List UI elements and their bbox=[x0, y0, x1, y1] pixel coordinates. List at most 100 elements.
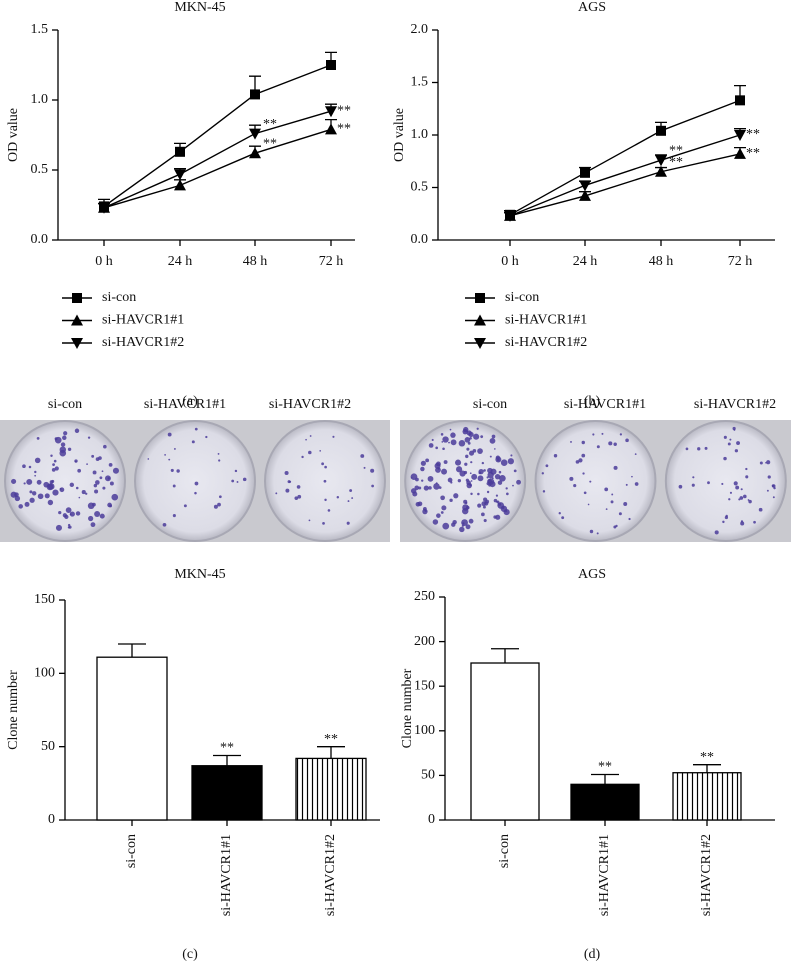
x-tick-label: si-HAVCR1#1 bbox=[219, 834, 234, 916]
colony bbox=[773, 486, 776, 490]
x-tick-label: 48 h bbox=[649, 254, 674, 269]
colony bbox=[425, 458, 430, 463]
colony bbox=[437, 467, 440, 470]
bar bbox=[570, 783, 640, 821]
colony bbox=[43, 481, 50, 488]
colony bbox=[463, 426, 469, 433]
colony bbox=[483, 518, 487, 523]
colony bbox=[22, 464, 26, 469]
colony bbox=[67, 447, 72, 452]
colony bbox=[78, 496, 81, 499]
colony bbox=[442, 522, 450, 530]
colony bbox=[759, 461, 763, 465]
colony bbox=[75, 511, 81, 516]
colony bbox=[506, 492, 509, 496]
significance-label: ** bbox=[263, 117, 277, 132]
colony bbox=[301, 455, 304, 459]
colony bbox=[561, 516, 565, 520]
colony bbox=[34, 474, 37, 477]
y-tick-label: 1.5 bbox=[31, 22, 49, 37]
colony bbox=[53, 459, 57, 463]
colony bbox=[438, 486, 442, 489]
colony bbox=[465, 524, 471, 530]
colony bbox=[507, 458, 514, 465]
culture-dish bbox=[4, 420, 126, 542]
legend-marker bbox=[71, 314, 83, 326]
colony bbox=[371, 484, 374, 488]
y-tick-label: 0 bbox=[48, 812, 55, 827]
colony bbox=[109, 481, 114, 486]
colony bbox=[31, 491, 37, 496]
colony bbox=[503, 509, 510, 516]
colony bbox=[323, 479, 327, 483]
series-line bbox=[103, 64, 332, 207]
colony bbox=[441, 441, 444, 443]
photo-label: si-con bbox=[48, 397, 82, 412]
colony bbox=[23, 482, 26, 485]
colony bbox=[428, 443, 434, 448]
colony bbox=[634, 453, 637, 456]
error-bar bbox=[213, 754, 241, 766]
colony bbox=[29, 490, 33, 494]
colony bbox=[482, 505, 486, 509]
colony bbox=[516, 479, 521, 485]
colony bbox=[631, 475, 633, 478]
colony bbox=[162, 522, 167, 527]
colony bbox=[442, 436, 449, 443]
colony bbox=[34, 457, 41, 464]
colony bbox=[462, 507, 469, 515]
colony bbox=[92, 470, 97, 475]
colony bbox=[464, 437, 471, 443]
colony bbox=[470, 461, 473, 464]
colony bbox=[452, 519, 457, 525]
colony bbox=[447, 477, 453, 483]
colony bbox=[85, 492, 88, 495]
colony bbox=[332, 435, 335, 438]
chart-title: MKN-45 bbox=[174, 567, 225, 582]
colony bbox=[321, 462, 325, 466]
colony bbox=[191, 440, 195, 444]
colony bbox=[327, 509, 331, 512]
colony bbox=[553, 454, 558, 458]
colony bbox=[495, 514, 501, 520]
data-point bbox=[656, 125, 666, 136]
colony bbox=[736, 441, 741, 445]
colony bbox=[69, 513, 72, 516]
y-tick-label: 2.0 bbox=[411, 22, 429, 37]
colony bbox=[59, 487, 62, 490]
colony bbox=[573, 484, 577, 488]
colony bbox=[172, 484, 176, 488]
colony bbox=[297, 494, 302, 499]
colony bbox=[218, 459, 221, 462]
colony bbox=[275, 492, 278, 495]
significance-label: ** bbox=[337, 103, 351, 118]
colony bbox=[721, 482, 724, 486]
colony bbox=[217, 502, 221, 507]
data-point bbox=[175, 146, 185, 157]
colony bbox=[11, 478, 17, 484]
colony bbox=[36, 479, 42, 485]
colony bbox=[37, 493, 44, 500]
colony bbox=[481, 512, 485, 517]
colony bbox=[476, 427, 479, 430]
colony bbox=[347, 500, 350, 503]
colony bbox=[47, 483, 55, 490]
y-tick-label: 250 bbox=[414, 589, 435, 604]
colony bbox=[453, 493, 459, 499]
colony bbox=[541, 472, 544, 475]
colony bbox=[727, 442, 731, 446]
colony bbox=[634, 482, 639, 486]
colony bbox=[495, 456, 502, 463]
y-axis-label: OD value bbox=[392, 108, 407, 162]
colony bbox=[596, 532, 599, 535]
data-point bbox=[249, 147, 261, 159]
colony bbox=[432, 519, 439, 525]
colony bbox=[613, 442, 617, 446]
bar bbox=[295, 757, 367, 821]
colony bbox=[485, 499, 490, 504]
colony bbox=[512, 484, 514, 487]
colony bbox=[734, 449, 738, 453]
colony bbox=[487, 471, 494, 479]
colony bbox=[582, 472, 585, 475]
colony bbox=[489, 455, 492, 458]
